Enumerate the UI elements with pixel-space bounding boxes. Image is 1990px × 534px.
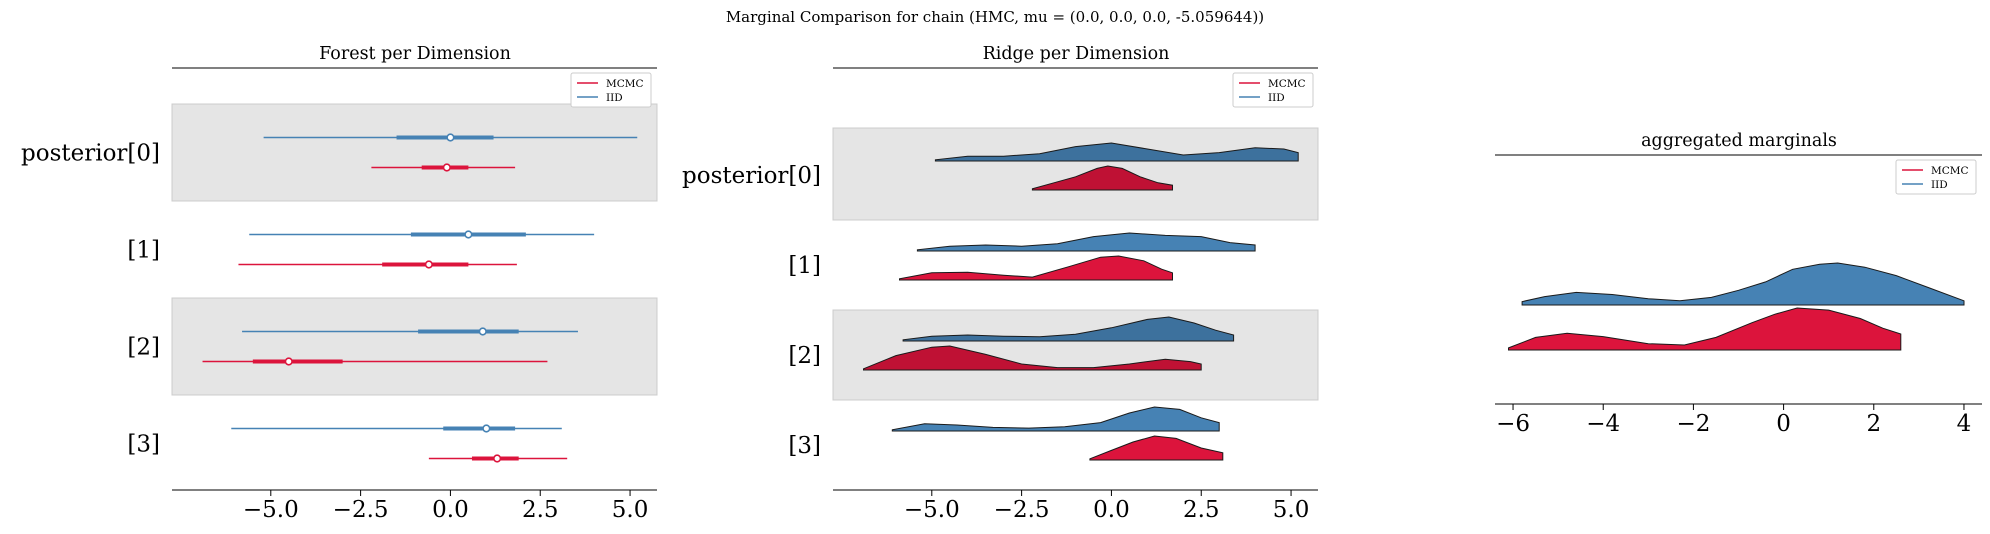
forest-point-iid	[446, 133, 455, 142]
forest-point-iid	[482, 424, 491, 433]
aggregated-title: aggregated marginals	[1641, 131, 1837, 151]
forest-point-mcmc	[424, 260, 433, 269]
ridge-density-mcmc	[1089, 435, 1224, 461]
forest-ylabels: posterior[0] [1] [2] [3]	[21, 141, 160, 458]
ridge-legend: MCMC IID	[1232, 72, 1314, 108]
ridge-density-iid	[891, 406, 1220, 432]
forest-marks	[202, 133, 638, 463]
aggregated-xtick-label: −2	[1676, 411, 1710, 437]
aggregated-xtick-label: 2	[1866, 411, 1881, 437]
forest-xtick-label: 0.0	[432, 497, 469, 523]
forest-legend-iid-label: IID	[606, 92, 623, 104]
figure-suptitle: Marginal Comparison for chain (HMC, mu =…	[726, 8, 1264, 26]
ridge-legend-iid-label: IID	[1268, 92, 1285, 104]
aggregated-density-mcmc	[1508, 307, 1902, 351]
ridge-ylabel: posterior[0]	[682, 163, 821, 189]
forest-ylabel: [2]	[127, 335, 160, 361]
ridge-ylabel: [3]	[788, 433, 821, 459]
forest-band	[171, 297, 658, 396]
forest-title: Forest per Dimension	[319, 44, 511, 64]
ridge-marks	[863, 142, 1299, 461]
ridge-legend-mcmc-label: MCMC	[1268, 78, 1306, 90]
forest-legend-mcmc-label: MCMC	[606, 78, 644, 90]
ridge-panel: Ridge per Dimension posterior[0] [1] [2] [3…	[682, 44, 1319, 523]
ridge-xtick-label: 2.5	[1183, 497, 1220, 523]
ridge-density-iid	[934, 142, 1299, 162]
ridge-band	[832, 127, 1319, 221]
ridge-xtick-label: −5.0	[904, 497, 960, 523]
aggregated-xtick-label: −6	[1496, 411, 1530, 437]
forest-point-mcmc	[284, 357, 293, 366]
forest-xtick-label: −2.5	[333, 497, 389, 523]
ridge-density-iid	[902, 316, 1235, 342]
ridge-density-mcmc	[899, 255, 1173, 281]
ridge-legend-box	[1232, 72, 1314, 108]
aggregated-marks	[1508, 262, 1965, 351]
forest-point-iid	[478, 327, 487, 336]
forest-point-mcmc	[442, 163, 451, 172]
ridge-density-mcmc	[863, 345, 1202, 371]
forest-xtick-label: 2.5	[522, 497, 559, 523]
ridge-density-iid	[916, 232, 1256, 252]
ridge-ylabel: [2]	[788, 343, 821, 369]
aggregated-xtick-label: 4	[1957, 411, 1972, 437]
forest-band	[171, 103, 658, 202]
ridge-xticks: −5.0 −2.5 0.0 2.5 5.0	[904, 490, 1309, 523]
forest-ylabel: [1]	[127, 238, 160, 264]
aggregated-legend-box	[1895, 159, 1977, 195]
ridge-xtick-label: 5.0	[1273, 497, 1310, 523]
forest-legend: MCMC IID	[570, 72, 652, 108]
aggregated-xticks: −6 −4 −2 0 2 4	[1496, 404, 1971, 437]
ridge-xtick-label: 0.0	[1093, 497, 1130, 523]
aggregated-legend-iid-label: IID	[1931, 179, 1948, 191]
forest-bands	[171, 103, 658, 396]
forest-panel: Forest per Dimension posterior[0] [1] [2] […	[21, 44, 658, 523]
forest-ylabel: posterior[0]	[21, 141, 160, 167]
forest-ylabel: [3]	[127, 432, 160, 458]
ridge-ylabel: [1]	[788, 253, 821, 279]
aggregated-panel: aggregated marginals −6 −4 −2 0 2 4 MCMC IID	[1495, 131, 1982, 437]
ridge-bands	[832, 127, 1319, 401]
aggregated-density-iid	[1521, 262, 1965, 306]
ridge-xtick-label: −2.5	[994, 497, 1050, 523]
forest-point-iid	[464, 230, 473, 239]
forest-xticks: −5.0 −2.5 0.0 2.5 5.0	[243, 490, 648, 523]
aggregated-legend-mcmc-label: MCMC	[1931, 165, 1969, 177]
forest-xtick-label: 5.0	[612, 497, 649, 523]
forest-legend-box	[570, 72, 652, 108]
ridge-ylabels: posterior[0] [1] [2] [3]	[682, 163, 821, 459]
ridge-title: Ridge per Dimension	[983, 44, 1170, 64]
forest-point-mcmc	[493, 454, 502, 463]
ridge-density-mcmc	[1031, 165, 1173, 191]
aggregated-xtick-label: −4	[1586, 411, 1620, 437]
aggregated-legend: MCMC IID	[1895, 159, 1977, 195]
aggregated-xtick-label: 0	[1776, 411, 1791, 437]
forest-xtick-label: −5.0	[243, 497, 299, 523]
